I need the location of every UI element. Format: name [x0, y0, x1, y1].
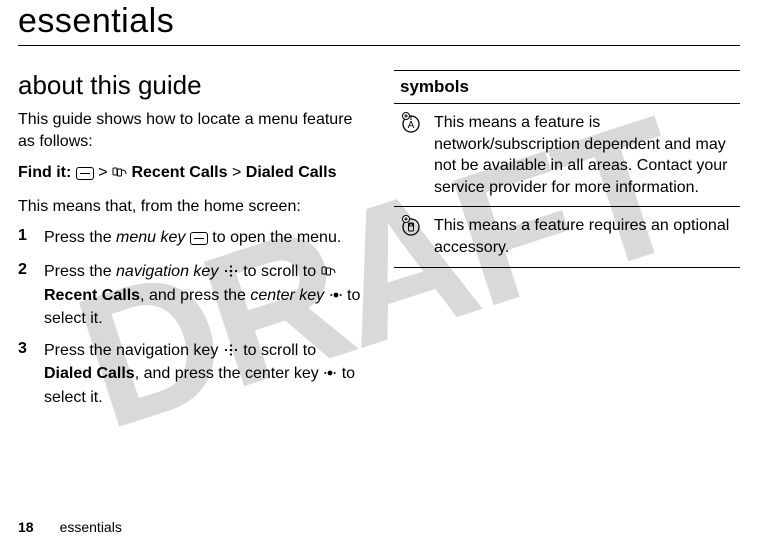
step-3-num: 3: [18, 340, 44, 409]
find-it-recent-calls: Recent Calls: [131, 164, 227, 181]
gt-1: >: [98, 164, 107, 181]
find-it-label: Find it:: [18, 164, 71, 181]
menu-key-icon: [190, 229, 208, 251]
step-1-pre: Press the: [44, 229, 116, 246]
page-footer: 18 essentials: [18, 519, 122, 535]
step-1-body: Press the menu key to open the menu.: [44, 227, 341, 251]
step-1-post: to open the menu.: [208, 229, 341, 246]
symbols-table: symbols A: [394, 70, 740, 268]
section-title: about this guide: [18, 70, 364, 101]
step-3-mid2: , and press the center key: [135, 365, 324, 382]
step-3-mid1: to scroll to: [239, 342, 316, 359]
phone-icon: [321, 263, 336, 285]
step-2-em: navigation key: [116, 263, 218, 280]
page-content: essentials about this guide This guide s…: [0, 0, 758, 419]
center-key-icon: [323, 365, 337, 387]
svg-text:A: A: [408, 120, 415, 131]
gt-2: >: [232, 164, 241, 181]
step-1: 1 Press the menu key to open the menu.: [18, 227, 364, 251]
right-column: symbols A: [394, 70, 740, 268]
page-number: 18: [18, 519, 34, 535]
symbol-cell: [394, 207, 428, 267]
two-column-layout: about this guide This guide shows how to…: [18, 70, 740, 419]
explain-text: This means that, from the home screen:: [18, 196, 364, 218]
symbols-header: symbols: [394, 71, 740, 104]
step-3: 3 Press the navigation key to scroll to …: [18, 340, 364, 409]
navigation-key-icon: [223, 342, 239, 364]
symbol-desc-2: This means a feature requires an optiona…: [428, 207, 740, 267]
page-title: essentials: [18, 0, 740, 41]
title-rule: [18, 45, 740, 46]
step-2-mid2: , and press the: [140, 287, 250, 304]
find-it-dialed-calls: Dialed Calls: [246, 164, 337, 181]
step-3-pre: Press the navigation key: [44, 342, 223, 359]
step-2-mid1: to scroll to: [239, 263, 321, 280]
accessory-plus-icon: [400, 215, 422, 244]
step-3-bold: Dialed Calls: [44, 365, 135, 382]
intro-text: This guide shows how to locate a menu fe…: [18, 109, 364, 152]
step-2-num: 2: [18, 261, 44, 330]
symbol-desc-1: This means a feature is network/subscrip…: [428, 104, 740, 207]
left-column: about this guide This guide shows how to…: [18, 70, 364, 419]
step-3-body: Press the navigation key to scroll to Di…: [44, 340, 364, 409]
symbol-cell: A: [394, 104, 428, 207]
step-2-bold: Recent Calls: [44, 287, 140, 304]
navigation-key-icon: [223, 263, 239, 285]
menu-key-icon: [76, 164, 94, 186]
step-2: 2 Press the navigation key to scroll to …: [18, 261, 364, 330]
step-2-pre: Press the: [44, 263, 116, 280]
footer-section: essentials: [60, 519, 122, 535]
center-key-icon: [329, 287, 343, 309]
table-row: A This means a feature is network/subscr…: [394, 104, 740, 207]
step-2-em2: center key: [250, 287, 324, 304]
table-row: This means a feature requires an optiona…: [394, 207, 740, 267]
phone-icon: [112, 164, 127, 186]
antenna-plus-icon: A: [400, 112, 422, 141]
find-it-line: Find it: > Recent Calls > Dialed Calls: [18, 162, 364, 186]
step-1-num: 1: [18, 227, 44, 251]
table-header-row: symbols: [394, 71, 740, 104]
step-1-em: menu key: [116, 229, 185, 246]
step-2-body: Press the navigation key to scroll to Re…: [44, 261, 364, 330]
